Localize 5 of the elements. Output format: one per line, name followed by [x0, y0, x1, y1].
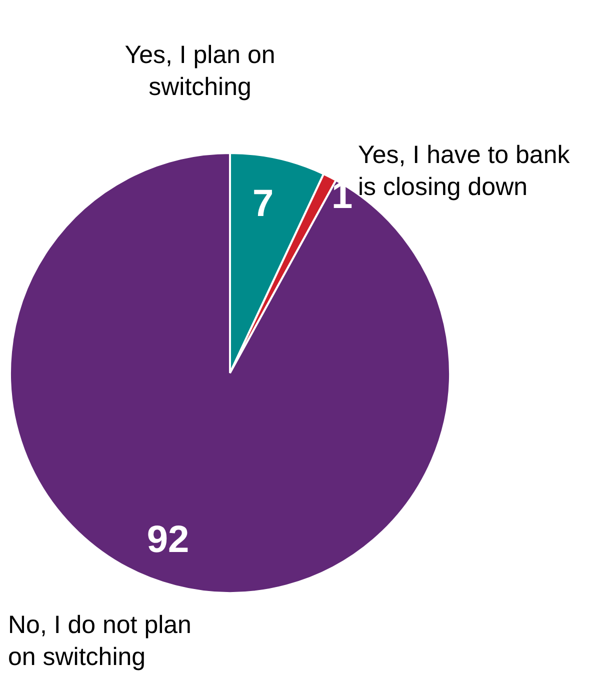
data-label: 92 [146, 519, 190, 561]
slice-label: No, I do not plan on switching [8, 611, 192, 671]
slice-label: Yes, I plan on switching [124, 41, 276, 101]
slice-label: Yes, I have to bank is closing down [358, 141, 570, 201]
data-label: 7 [252, 183, 274, 225]
